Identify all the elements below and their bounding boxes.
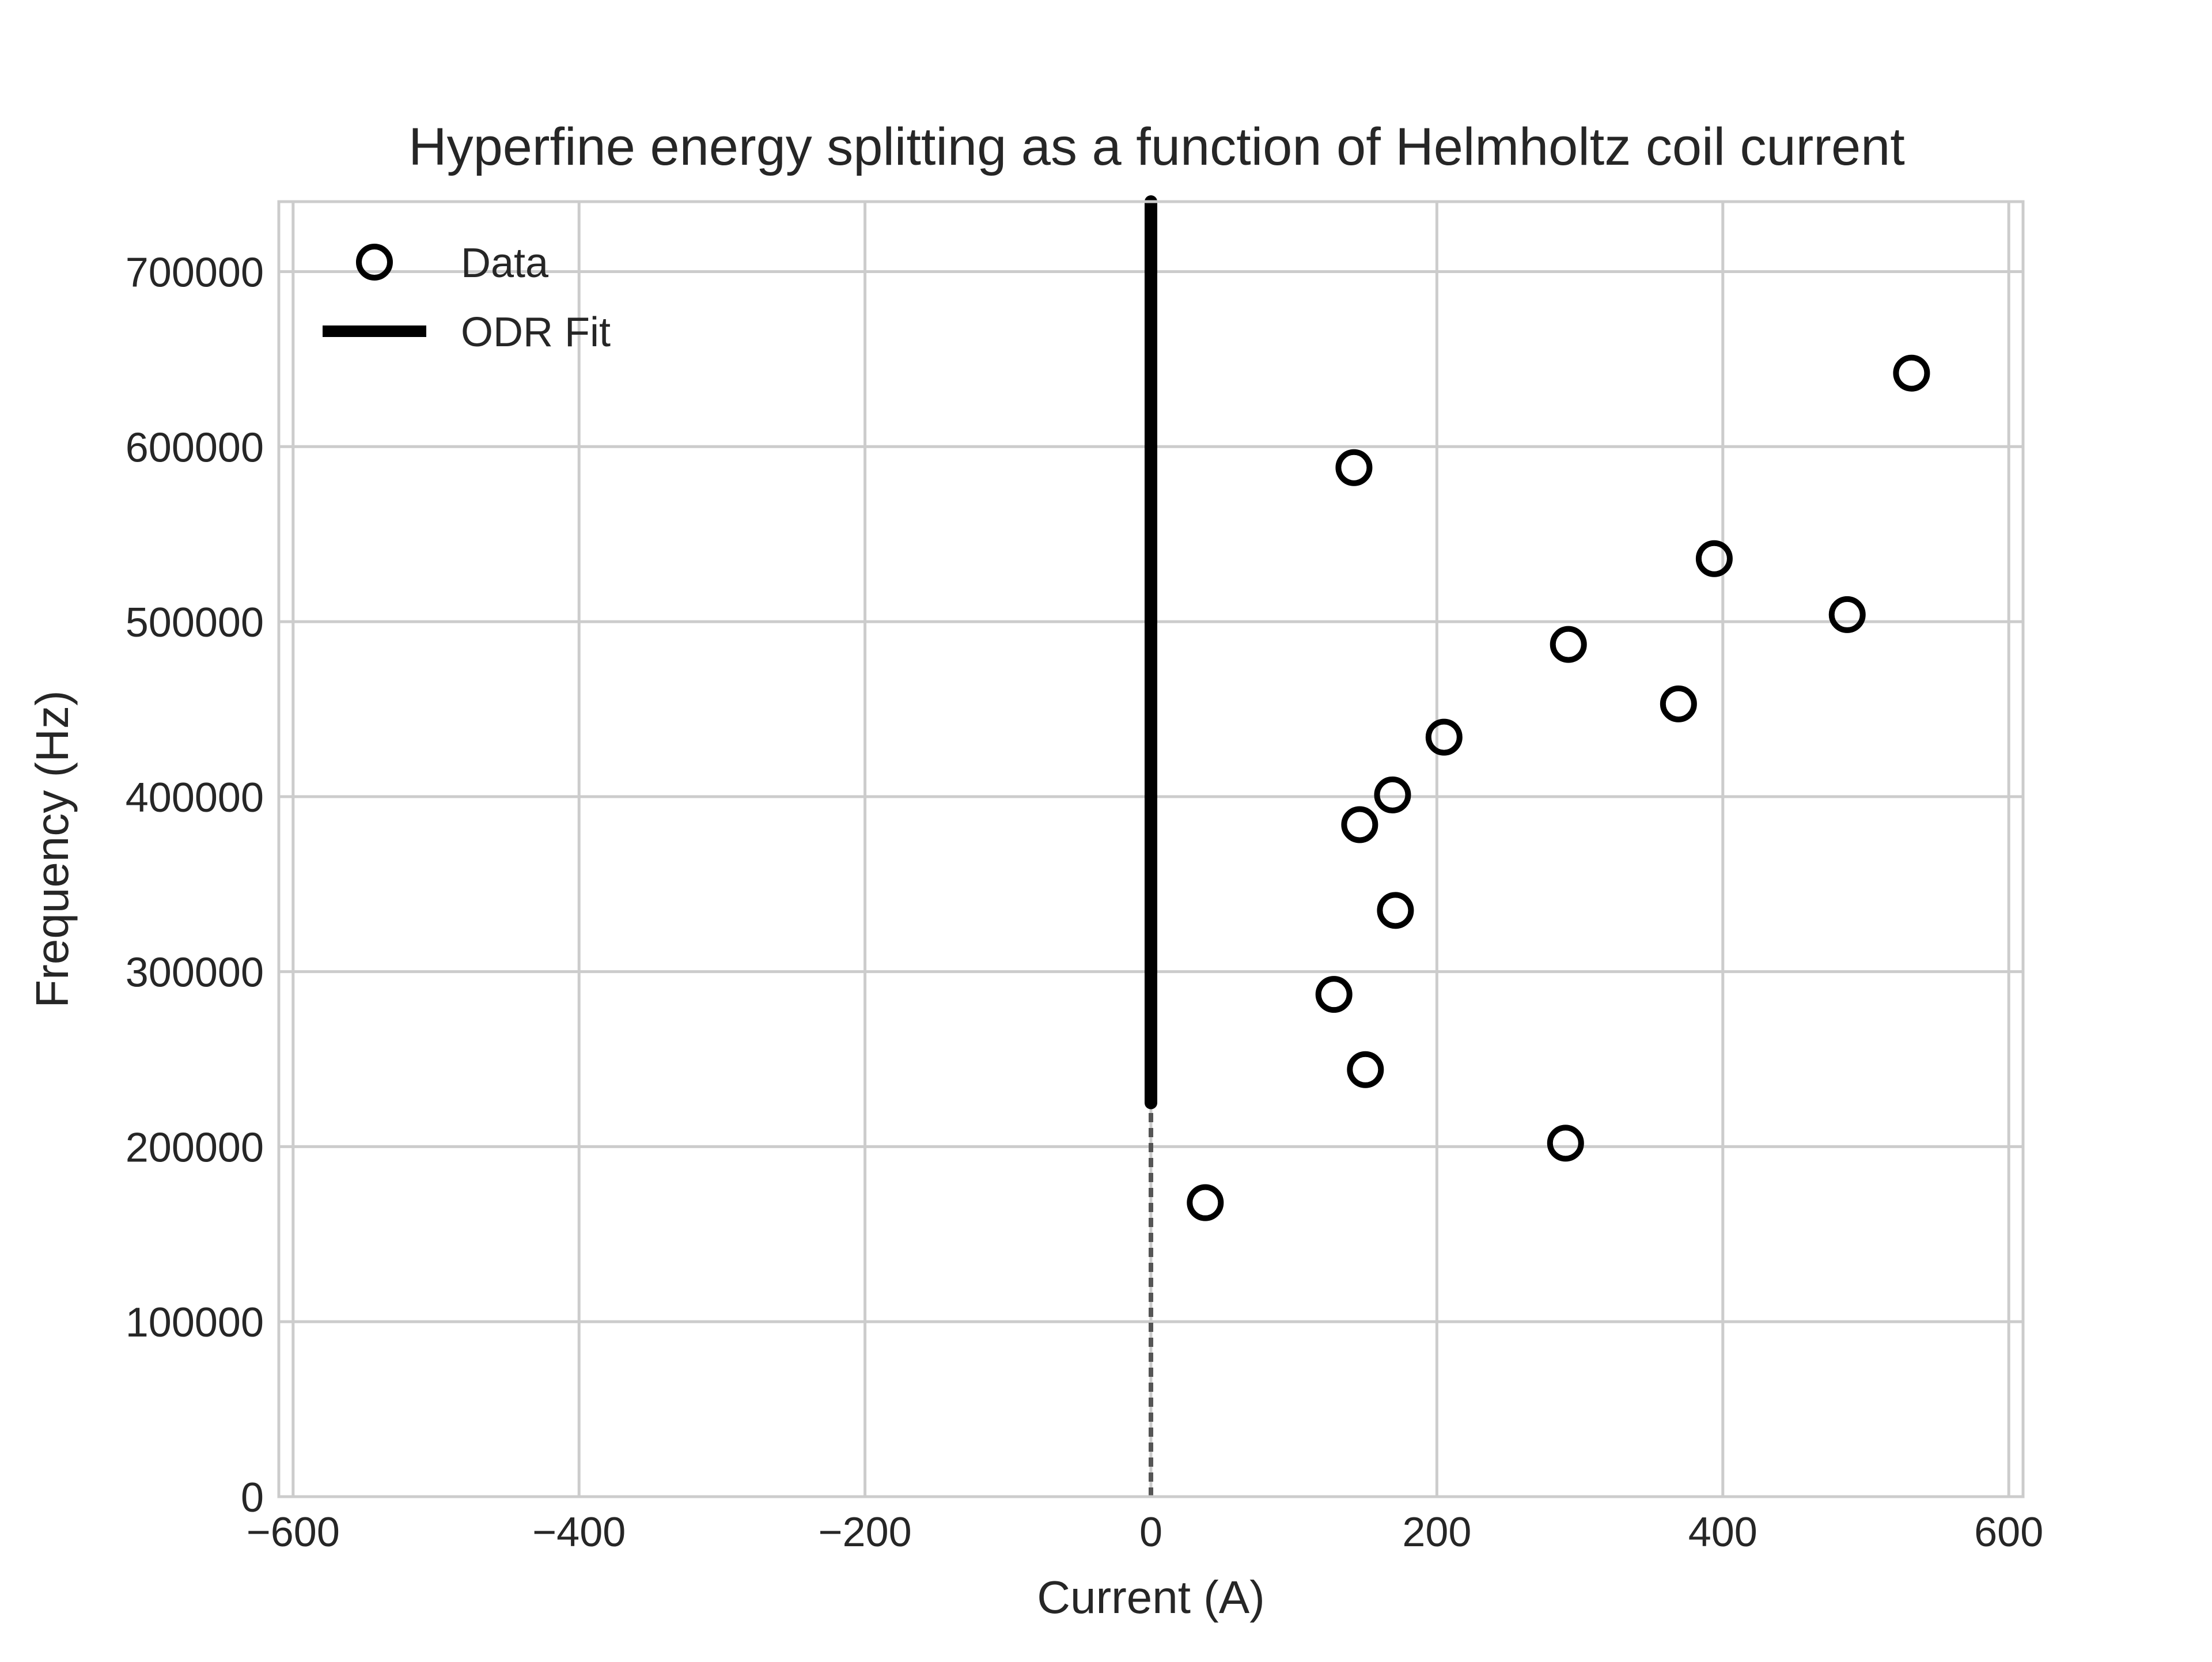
y-axis-label: Frequency (Hz) xyxy=(26,690,78,1008)
x-tick-label: 0 xyxy=(1139,1509,1162,1555)
data-point xyxy=(1341,806,1378,843)
y-tick-label: 500000 xyxy=(126,600,264,646)
y-tick-label: 0 xyxy=(241,1475,264,1521)
x-tick-label: 600 xyxy=(1974,1509,2043,1555)
x-tick-label: −400 xyxy=(532,1509,626,1555)
x-tick-label: 200 xyxy=(1402,1509,1471,1555)
data-point xyxy=(1893,354,1930,392)
x-tick-label: 400 xyxy=(1688,1509,1758,1555)
data-point xyxy=(1547,1125,1584,1162)
data-point xyxy=(1187,1184,1224,1221)
data-point xyxy=(1550,626,1587,663)
data-point xyxy=(1425,718,1463,756)
data-point xyxy=(1377,892,1414,929)
data-point xyxy=(1828,596,1866,633)
legend-marker-data xyxy=(356,244,393,281)
data-point xyxy=(1335,449,1373,486)
y-tick-label: 700000 xyxy=(126,250,264,296)
legend-label: Data xyxy=(461,240,549,286)
data-point xyxy=(1660,685,1697,722)
y-tick-label: 200000 xyxy=(126,1125,264,1171)
data-point xyxy=(1315,976,1353,1013)
data-point xyxy=(1695,540,1733,577)
chart-title: Hyperfine energy splitting as a function… xyxy=(408,118,1905,176)
x-axis-ticks: −600 −400 −200 0 200 400 600 xyxy=(247,1509,2044,1555)
x-axis-label: Current (A) xyxy=(1037,1572,1265,1623)
y-tick-label: 100000 xyxy=(126,1300,264,1346)
y-tick-label: 600000 xyxy=(126,425,264,471)
y-axis-ticks: 0 100000 200000 300000 400000 500000 600000 700… xyxy=(126,250,264,1521)
legend: Data ODR Fit xyxy=(323,240,611,355)
series-layer xyxy=(1145,195,1930,1497)
legend-label: ODR Fit xyxy=(461,309,611,355)
data-point xyxy=(1374,776,1411,813)
data-point xyxy=(1347,1051,1384,1088)
y-tick-label: 400000 xyxy=(126,775,264,821)
plot-area xyxy=(277,195,2025,1498)
plot-frame xyxy=(277,200,2025,1498)
x-tick-label: −200 xyxy=(819,1509,912,1555)
x-tick-label: −600 xyxy=(247,1509,340,1555)
y-tick-label: 300000 xyxy=(126,950,264,996)
